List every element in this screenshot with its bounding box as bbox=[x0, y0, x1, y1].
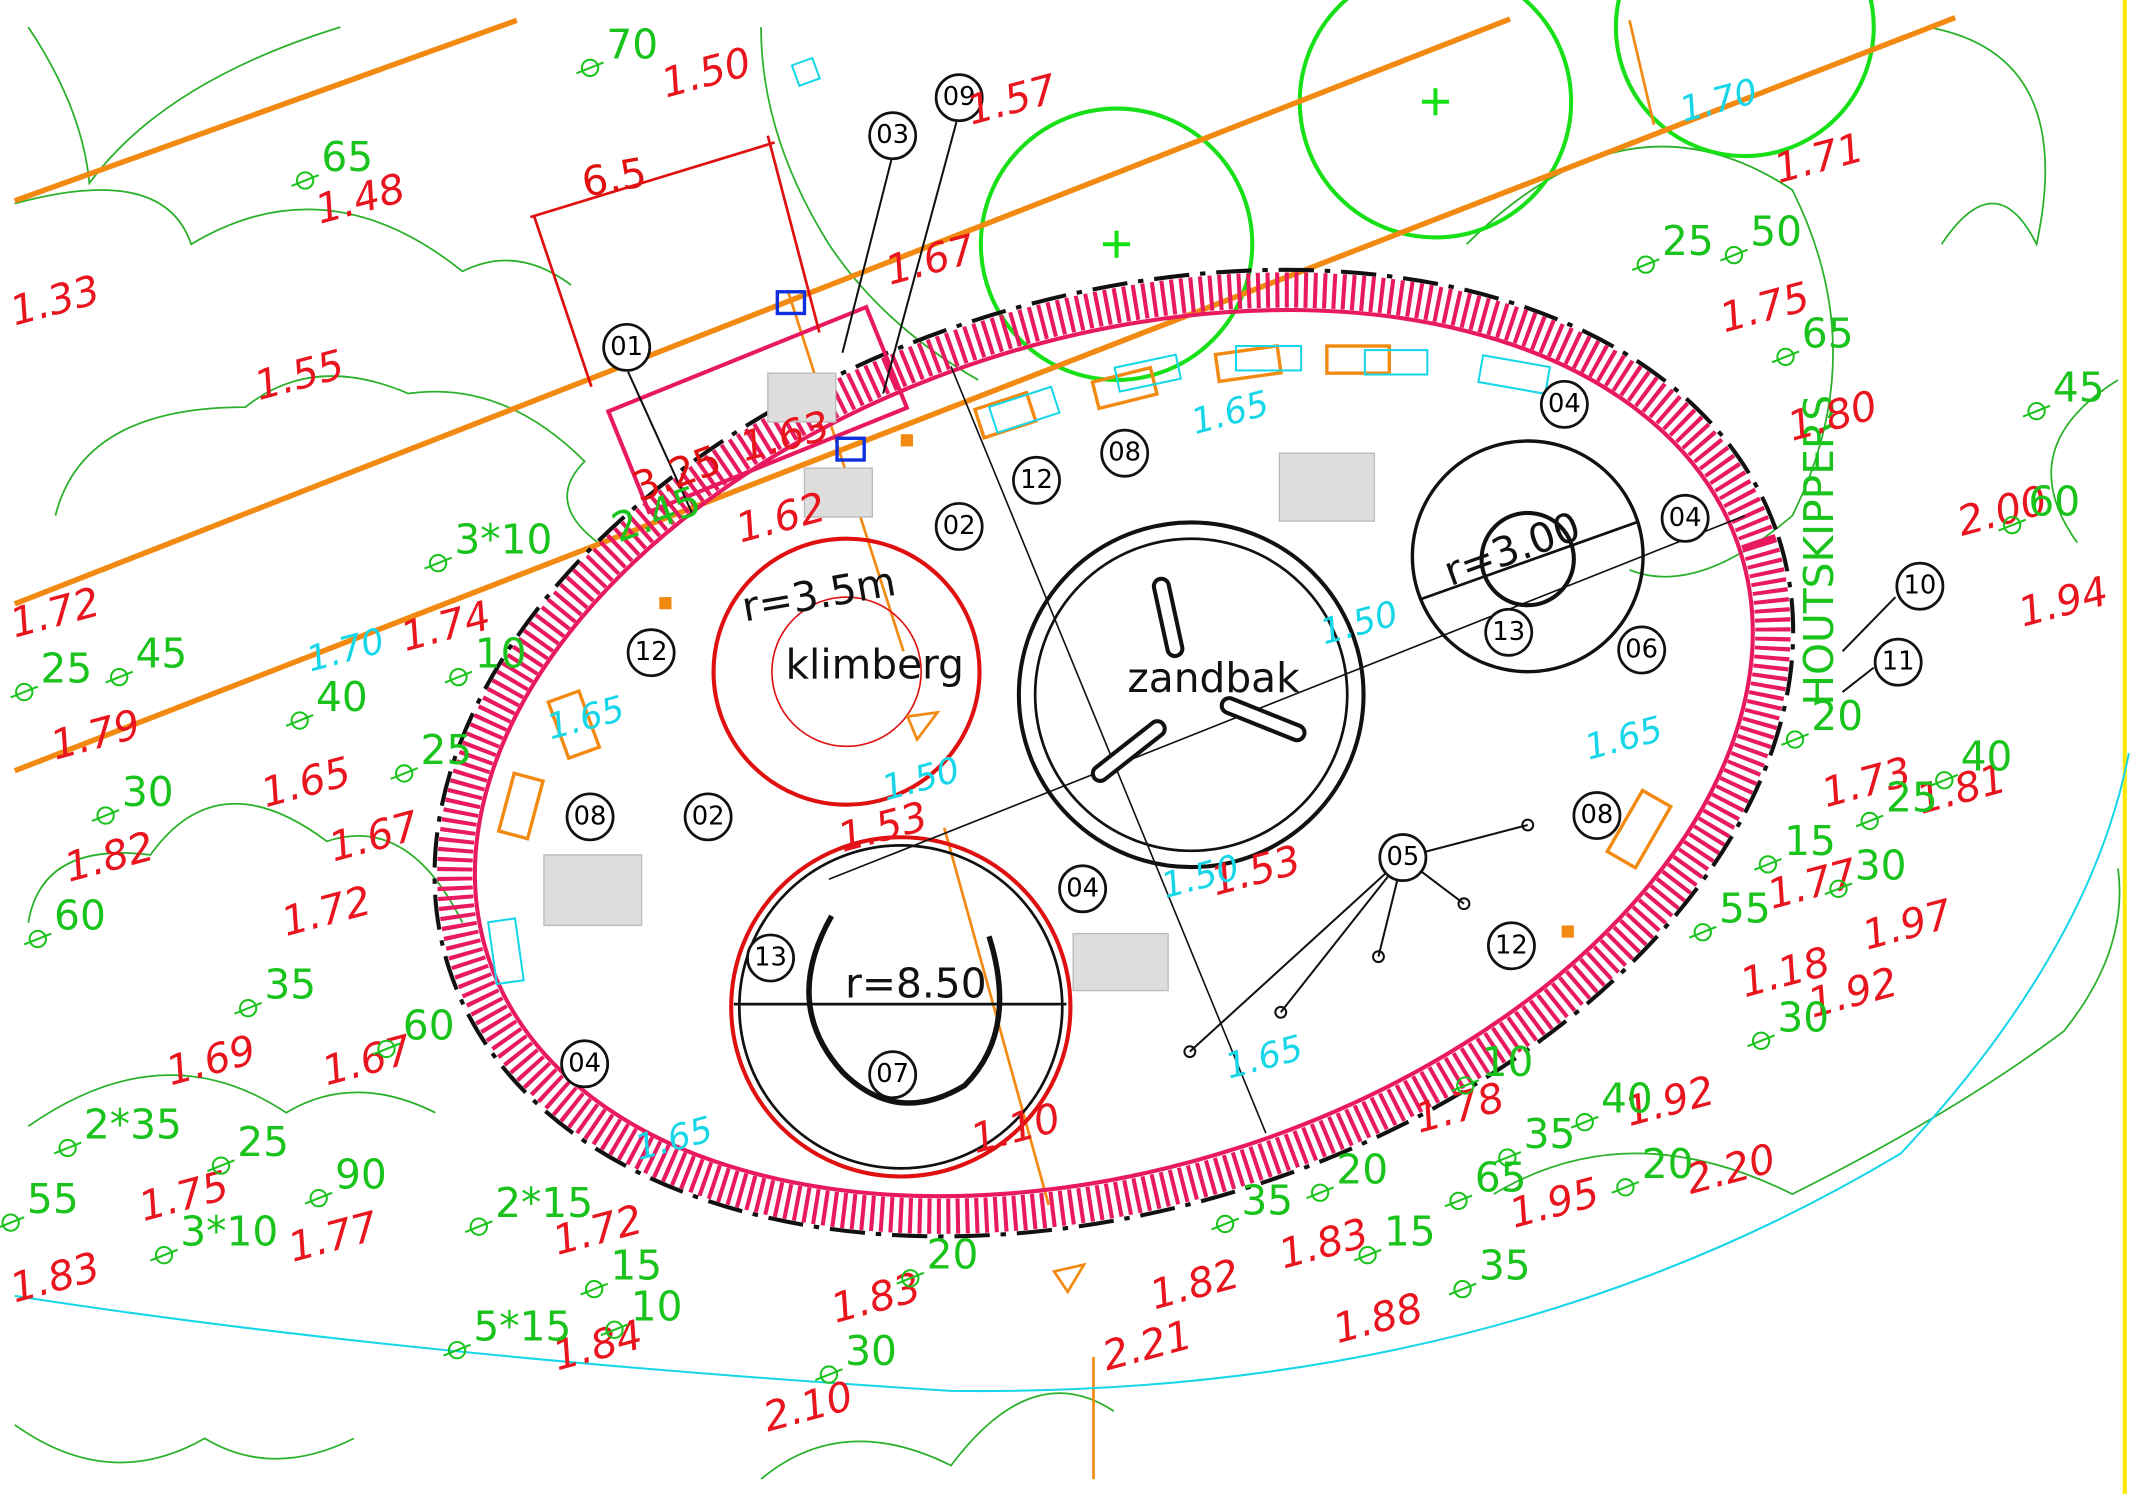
tree-size: 35 bbox=[1479, 1242, 1531, 1290]
tree-size: 30 bbox=[122, 768, 174, 816]
tree-size: 15 bbox=[1784, 817, 1836, 865]
tree-size: 45 bbox=[2053, 364, 2105, 412]
callout-number: 12 bbox=[1020, 465, 1053, 495]
tree-size: 40 bbox=[316, 673, 368, 721]
callout-number: 01 bbox=[610, 332, 643, 362]
tree-size: 30 bbox=[1855, 841, 1907, 889]
tree-size: 15 bbox=[1384, 1208, 1436, 1256]
tree-size: 45 bbox=[135, 630, 187, 678]
tree-size: 70 bbox=[606, 20, 658, 68]
tree-size: 20 bbox=[1336, 1145, 1388, 1193]
callout-number: 02 bbox=[943, 511, 976, 541]
tree-size: 20 bbox=[1811, 692, 1863, 740]
callout-number: 08 bbox=[1108, 438, 1141, 468]
callout-number: 02 bbox=[692, 801, 725, 831]
tree-size: 2*35 bbox=[84, 1100, 182, 1148]
tree-size: 10 bbox=[631, 1282, 683, 1330]
callout-number: 04 bbox=[1066, 873, 1099, 903]
tree-size: 50 bbox=[1750, 208, 1802, 256]
tree-size: 60 bbox=[2028, 478, 2080, 526]
callout-number: 08 bbox=[574, 801, 607, 831]
callout-number: 05 bbox=[1386, 842, 1419, 872]
callout-number: 08 bbox=[1581, 800, 1614, 830]
tree-size: 55 bbox=[27, 1175, 79, 1223]
element-name: klimberg bbox=[785, 640, 964, 688]
tree-size: 40 bbox=[1601, 1075, 1653, 1123]
tree-size: 35 bbox=[1241, 1176, 1293, 1224]
callout-number: 13 bbox=[1492, 617, 1525, 647]
callout-number: 04 bbox=[568, 1048, 601, 1078]
tree-size: 25 bbox=[237, 1118, 289, 1166]
tree-size: 2*15 bbox=[495, 1179, 593, 1227]
tree-size: 55 bbox=[1719, 885, 1771, 933]
tree-size: 20 bbox=[927, 1231, 979, 1279]
dimension: r=8.50 bbox=[845, 959, 986, 1007]
callout-number: 06 bbox=[1625, 634, 1658, 664]
callout-number: 11 bbox=[1882, 647, 1915, 677]
tree-size: 25 bbox=[41, 645, 93, 693]
callout-number: 12 bbox=[1495, 930, 1528, 960]
callout-number: 10 bbox=[1903, 571, 1936, 601]
callout-number: 07 bbox=[876, 1059, 909, 1089]
tree-size: 35 bbox=[1524, 1110, 1576, 1158]
tree-size: 10 bbox=[475, 630, 527, 678]
tree-size: 25 bbox=[1662, 217, 1714, 265]
callout-number: 04 bbox=[1669, 503, 1702, 533]
tree-size: 3*10 bbox=[454, 516, 552, 564]
callout-number: 03 bbox=[876, 120, 909, 150]
tree-size: 25 bbox=[420, 726, 472, 774]
tree-size: 3*10 bbox=[180, 1208, 278, 1256]
tree-size: 5*15 bbox=[473, 1303, 571, 1351]
element-name: zandbak bbox=[1127, 654, 1300, 702]
tree-size: 10 bbox=[1482, 1038, 1534, 1086]
tree-size: 30 bbox=[1777, 993, 1829, 1041]
tree-size: 25 bbox=[1886, 773, 1938, 821]
tree-size: 35 bbox=[264, 961, 316, 1009]
tree-size: 60 bbox=[403, 1001, 455, 1049]
tree-size: 65 bbox=[1802, 309, 1854, 357]
tree-size: 40 bbox=[1961, 733, 2013, 781]
callout-number: 13 bbox=[754, 943, 787, 973]
site-plan: 0103090212080404130610111208020805041307… bbox=[0, 0, 2130, 1494]
tree-size: 65 bbox=[321, 133, 373, 181]
tree-size: 30 bbox=[845, 1327, 897, 1375]
callout-number: 12 bbox=[635, 637, 668, 667]
tree-size: 90 bbox=[335, 1151, 387, 1199]
tree-size: 20 bbox=[1642, 1140, 1694, 1188]
callout-number: 04 bbox=[1548, 389, 1581, 419]
tree-size: 60 bbox=[54, 892, 106, 940]
